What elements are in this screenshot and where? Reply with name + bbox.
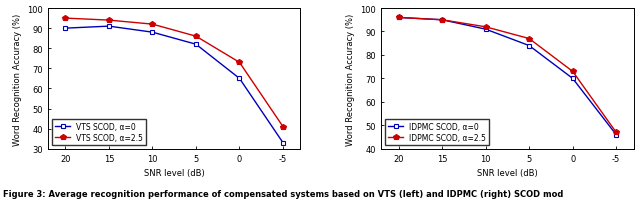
VTS SCOD, α=0 (192, 44, 200, 46)
VTS SCOD, α=2.5 (105, 20, 113, 22)
VTS SCOD, α=0 (236, 78, 243, 80)
IDPMC SCOD, α=2.5 (482, 26, 490, 29)
X-axis label: SNR level (dB): SNR level (dB) (477, 168, 538, 177)
IDPMC SCOD, α=0 (612, 134, 620, 136)
Line: VTS SCOD, α=2.5: VTS SCOD, α=2.5 (63, 16, 286, 130)
Line: VTS SCOD, α=0: VTS SCOD, α=0 (63, 25, 285, 145)
IDPMC SCOD, α=2.5 (569, 71, 577, 73)
VTS SCOD, α=0 (105, 26, 113, 28)
VTS SCOD, α=2.5 (236, 62, 243, 64)
VTS SCOD, α=2.5 (61, 18, 69, 20)
Y-axis label: Word Recognition Accuracy (%): Word Recognition Accuracy (%) (346, 13, 355, 145)
VTS SCOD, α=2.5 (279, 126, 287, 128)
IDPMC SCOD, α=0 (525, 45, 533, 48)
IDPMC SCOD, α=2.5 (438, 19, 446, 22)
IDPMC SCOD, α=2.5 (525, 38, 533, 41)
Y-axis label: Word Recognition Accuracy (%): Word Recognition Accuracy (%) (13, 13, 22, 145)
Text: Figure 3: Average recognition performance of compensated systems based on VTS (l: Figure 3: Average recognition performanc… (3, 189, 564, 198)
IDPMC SCOD, α=2.5 (612, 131, 620, 134)
VTS SCOD, α=2.5 (148, 24, 156, 26)
VTS SCOD, α=0 (148, 32, 156, 34)
IDPMC SCOD, α=0 (395, 17, 403, 20)
Line: IDPMC SCOD, α=0: IDPMC SCOD, α=0 (396, 16, 619, 137)
VTS SCOD, α=0 (279, 142, 287, 144)
VTS SCOD, α=2.5 (192, 36, 200, 38)
X-axis label: SNR level (dB): SNR level (dB) (144, 168, 205, 177)
Line: IDPMC SCOD, α=2.5: IDPMC SCOD, α=2.5 (396, 16, 619, 135)
Legend: IDPMC SCOD, α=0, IDPMC SCOD, α=2.5: IDPMC SCOD, α=0, IDPMC SCOD, α=2.5 (385, 119, 490, 145)
VTS SCOD, α=0 (61, 28, 69, 30)
IDPMC SCOD, α=0 (482, 29, 490, 31)
IDPMC SCOD, α=0 (438, 19, 446, 22)
Legend: VTS SCOD, α=0, VTS SCOD, α=2.5: VTS SCOD, α=0, VTS SCOD, α=2.5 (52, 119, 146, 145)
IDPMC SCOD, α=0 (569, 78, 577, 80)
IDPMC SCOD, α=2.5 (395, 17, 403, 20)
